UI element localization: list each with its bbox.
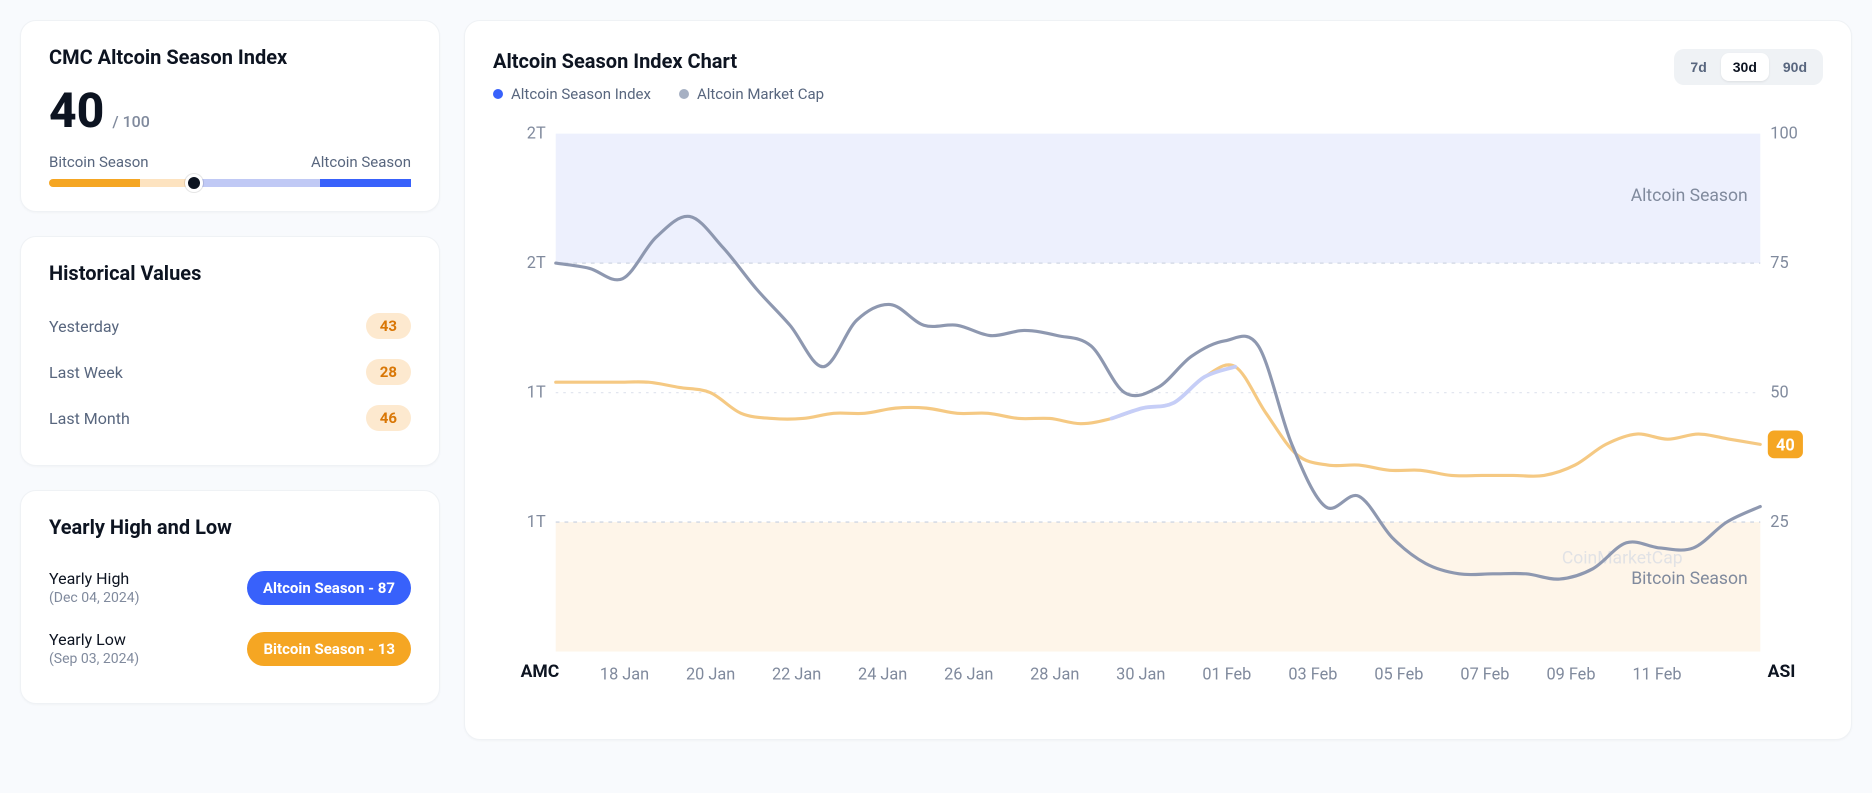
yearly-high-label: Yearly High bbox=[49, 569, 140, 588]
svg-text:Bitcoin Season: Bitcoin Season bbox=[1631, 569, 1747, 589]
scale-bar bbox=[49, 179, 411, 187]
svg-text:50: 50 bbox=[1770, 383, 1788, 402]
svg-text:22 Jan: 22 Jan bbox=[772, 664, 821, 683]
yearly-low-row: Yearly Low (Sep 03, 2024) Bitcoin Season… bbox=[49, 618, 411, 679]
index-score: 40 / 100 bbox=[49, 87, 411, 135]
svg-text:18 Jan: 18 Jan bbox=[600, 664, 649, 683]
historical-badge: 46 bbox=[366, 405, 411, 431]
yearly-low-label: Yearly Low bbox=[49, 630, 139, 649]
range-group: 7d30d90d bbox=[1674, 49, 1823, 85]
svg-text:2T: 2T bbox=[527, 253, 546, 272]
historical-label: Yesterday bbox=[49, 317, 119, 336]
scale-right-label: Altcoin Season bbox=[311, 153, 411, 171]
svg-text:75: 75 bbox=[1770, 253, 1788, 272]
svg-text:CoinMarketCap: CoinMarketCap bbox=[1562, 548, 1683, 568]
index-title: CMC Altcoin Season Index bbox=[49, 45, 411, 69]
historical-title: Historical Values bbox=[49, 261, 411, 285]
yearly-low-pill: Bitcoin Season - 13 bbox=[247, 632, 411, 666]
yearly-high-row: Yearly High (Dec 04, 2024) Altcoin Seaso… bbox=[49, 557, 411, 618]
yearly-high-date: (Dec 04, 2024) bbox=[49, 590, 140, 606]
svg-text:1T: 1T bbox=[527, 383, 546, 402]
yearly-low-date: (Sep 03, 2024) bbox=[49, 651, 139, 667]
svg-text:11 Feb: 11 Feb bbox=[1633, 664, 1682, 683]
yearly-title: Yearly High and Low bbox=[49, 515, 411, 539]
svg-text:01 Feb: 01 Feb bbox=[1202, 664, 1251, 683]
svg-text:09 Feb: 09 Feb bbox=[1546, 664, 1595, 683]
index-value: 40 bbox=[49, 87, 104, 135]
range-button-90d[interactable]: 90d bbox=[1771, 53, 1819, 81]
legend-dot-icon bbox=[679, 89, 689, 99]
svg-text:1T: 1T bbox=[527, 512, 546, 531]
historical-row: Yesterday 43 bbox=[49, 303, 411, 349]
chart-legend: Altcoin Season Index Altcoin Market Cap bbox=[493, 85, 824, 103]
yearly-high-pill: Altcoin Season - 87 bbox=[247, 571, 411, 605]
historical-label: Last Week bbox=[49, 363, 123, 382]
historical-badge: 43 bbox=[366, 313, 411, 339]
svg-text:05 Feb: 05 Feb bbox=[1374, 664, 1423, 683]
chart-card: Altcoin Season Index Chart Altcoin Seaso… bbox=[464, 20, 1852, 740]
range-button-30d[interactable]: 30d bbox=[1721, 53, 1769, 81]
svg-text:26 Jan: 26 Jan bbox=[944, 664, 993, 683]
legend-label: Altcoin Season Index bbox=[511, 85, 651, 103]
svg-text:2T: 2T bbox=[527, 124, 546, 143]
legend-dot-icon bbox=[493, 89, 503, 99]
svg-text:24 Jan: 24 Jan bbox=[858, 664, 907, 683]
historical-row: Last Week 28 bbox=[49, 349, 411, 395]
scale-segment bbox=[201, 179, 320, 187]
scale-labels: Bitcoin Season Altcoin Season bbox=[49, 153, 411, 171]
historical-card: Historical Values Yesterday 43 Last Week 28… bbox=[20, 236, 440, 466]
chart-area: Altcoin Season Bitcoin Season 2T 2T 1T 1T 100 7… bbox=[493, 121, 1823, 715]
svg-text:Altcoin Season: Altcoin Season bbox=[1631, 186, 1748, 206]
svg-text:ASI: ASI bbox=[1768, 662, 1796, 682]
svg-text:25: 25 bbox=[1770, 512, 1788, 531]
svg-text:30 Jan: 30 Jan bbox=[1116, 664, 1165, 683]
svg-text:07 Feb: 07 Feb bbox=[1460, 664, 1509, 683]
scale-knob bbox=[185, 174, 203, 192]
historical-badge: 28 bbox=[366, 359, 411, 385]
svg-text:20 Jan: 20 Jan bbox=[686, 664, 735, 683]
legend-label: Altcoin Market Cap bbox=[697, 85, 824, 103]
scale-segment bbox=[320, 179, 411, 187]
index-max: / 100 bbox=[112, 112, 150, 131]
svg-text:28 Jan: 28 Jan bbox=[1030, 664, 1079, 683]
historical-label: Last Month bbox=[49, 409, 130, 428]
historical-row: Last Month 46 bbox=[49, 395, 411, 441]
legend-item: Altcoin Season Index bbox=[493, 85, 651, 103]
svg-text:40: 40 bbox=[1776, 436, 1795, 455]
scale-left-label: Bitcoin Season bbox=[49, 153, 149, 171]
range-button-7d[interactable]: 7d bbox=[1678, 53, 1718, 81]
svg-text:03 Feb: 03 Feb bbox=[1288, 664, 1337, 683]
svg-text:100: 100 bbox=[1770, 124, 1798, 143]
chart-title: Altcoin Season Index Chart bbox=[493, 49, 824, 73]
yearly-card: Yearly High and Low Yearly High (Dec 04,… bbox=[20, 490, 440, 704]
legend-item: Altcoin Market Cap bbox=[679, 85, 824, 103]
svg-text:AMC: AMC bbox=[521, 662, 560, 682]
chart-svg: Altcoin Season Bitcoin Season 2T 2T 1T 1T 100 7… bbox=[493, 121, 1823, 715]
index-card: CMC Altcoin Season Index 40 / 100 Bitcoi… bbox=[20, 20, 440, 212]
scale-segment bbox=[49, 179, 140, 187]
